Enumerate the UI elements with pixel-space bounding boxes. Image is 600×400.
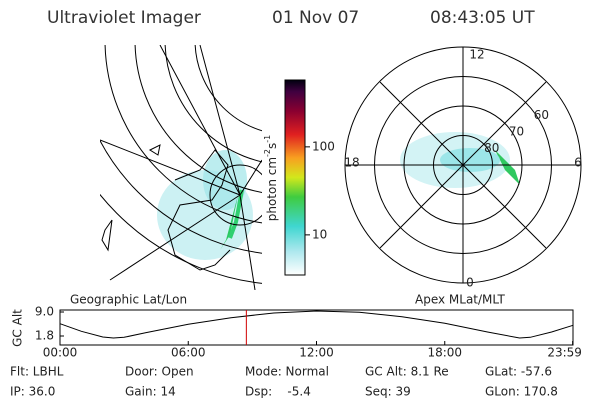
polar-emission	[400, 132, 520, 188]
mlt-label: 6	[574, 156, 582, 170]
panel-label: Geographic Lat/Lon	[70, 293, 187, 307]
info-field: Door: Open	[125, 365, 194, 379]
mlt-label: 0	[466, 276, 474, 290]
lat-label: 80	[484, 141, 499, 155]
mlt-label: 12	[469, 48, 484, 62]
time: 08:43:05 UT	[430, 8, 535, 28]
unit: s	[265, 143, 279, 149]
instrument: Ultraviolet Imager	[47, 8, 201, 28]
unit-exp: -1	[263, 135, 272, 143]
tick-label: 10	[312, 227, 327, 241]
lat-label: 60	[534, 108, 549, 122]
unit: photon cm	[265, 157, 279, 221]
info-field: Flt: LBHL	[10, 365, 64, 379]
x-tick-label: 06:00	[171, 346, 206, 360]
lat-label: 70	[509, 124, 524, 138]
info-field: Gain: 14	[125, 385, 176, 399]
y-label: GC Alt	[11, 309, 25, 347]
colorbar	[284, 79, 306, 276]
polar-plot: 80 70 60 12 18 6 0	[344, 46, 582, 290]
info-field: GLat: -57.6	[485, 365, 552, 379]
altitude-frame	[59, 309, 574, 346]
tick-label: 100	[312, 139, 335, 153]
y-tick-label: 1.8	[35, 329, 54, 343]
info-field: Seq: 39	[365, 385, 411, 399]
x-tick-label: 12:00	[299, 346, 334, 360]
info-field: IP: 36.0	[10, 385, 55, 399]
date: 01 Nov 07	[272, 8, 359, 28]
info-field: Dsp: -5.4	[245, 385, 311, 399]
altitude-curve	[59, 310, 574, 339]
info-field: Mode: Normal	[245, 365, 329, 379]
x-tick-label: 18:00	[427, 346, 462, 360]
info-field: GLon: 170.8	[485, 385, 558, 399]
x-tick-label: 00:00	[43, 346, 78, 360]
lat-arcs	[100, 45, 262, 290]
mlt-label: 18	[344, 156, 359, 170]
info-field: GC Alt: 8.1 Re	[365, 365, 449, 379]
x-tick-label: 23:59	[547, 346, 582, 360]
unit-exp: -2	[263, 149, 272, 157]
colorbar-label: photon cm-2s-1	[263, 135, 279, 222]
panel-label: Apex MLat/MLT	[415, 293, 505, 307]
y-tick-label: 9.0	[35, 305, 54, 319]
geographic-map	[100, 45, 262, 290]
